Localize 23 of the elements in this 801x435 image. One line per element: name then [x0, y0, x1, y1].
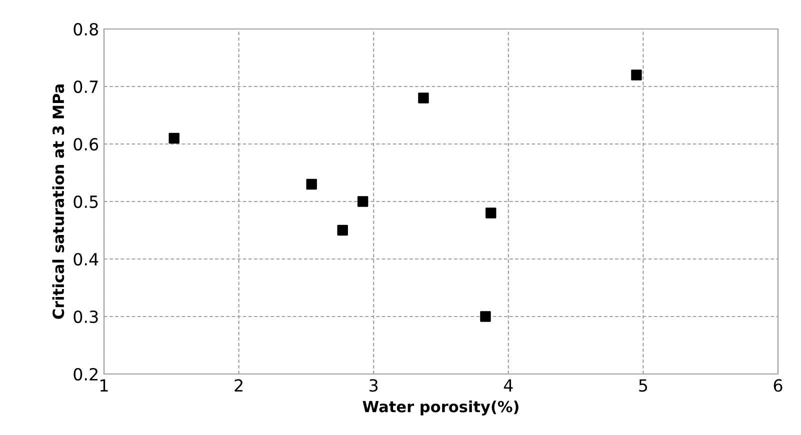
- point: [486, 208, 496, 218]
- x-tick-label: 1: [100, 379, 108, 392]
- y-tick-label: 0.7: [74, 80, 98, 94]
- x-tick-label: 6: [774, 379, 782, 392]
- point: [631, 70, 642, 80]
- y-tick-label: 0.3: [74, 310, 98, 324]
- point: [337, 224, 348, 236]
- y-tick-label: 0.5: [74, 195, 98, 208]
- point: [168, 132, 180, 144]
- y-tick-label: 0.8: [74, 22, 98, 36]
- y-axis-title: Critical saturation at 3 MPa: [52, 84, 64, 319]
- x-tick-label: 5: [639, 379, 648, 392]
- y-tick-label: 0.4: [74, 252, 98, 266]
- point: [480, 311, 491, 322]
- x-tick-label: 2: [234, 379, 242, 392]
- point: [418, 92, 429, 104]
- y-tick-label: 0.6: [74, 138, 98, 151]
- x-tick-label: 3: [370, 379, 378, 392]
- point: [357, 196, 368, 207]
- y-tick-label: 0.2: [74, 368, 98, 381]
- x-tick-label: 4: [504, 379, 513, 392]
- point: [306, 178, 317, 190]
- x-axis-title: Water porosity(%): [362, 400, 518, 416]
